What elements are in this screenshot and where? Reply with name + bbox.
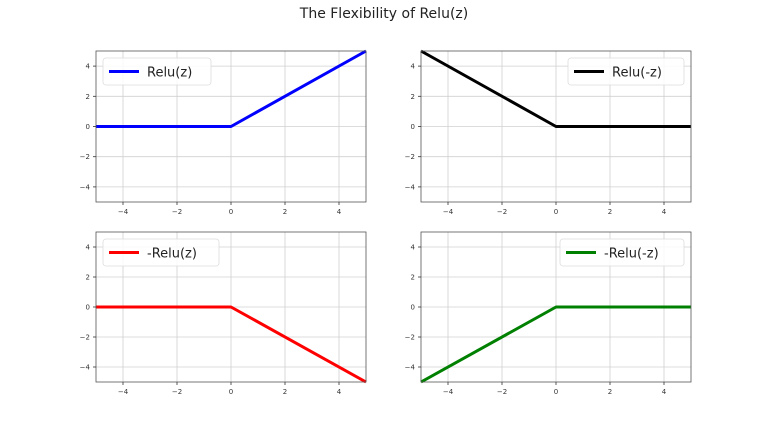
svg-text:−2: −2 — [497, 388, 507, 396]
svg-text:−2: −2 — [405, 153, 415, 161]
svg-text:−2: −2 — [80, 334, 90, 342]
subplot-neg-relu-neg-z: −4 −2 0 2 4 −4 −2 0 2 4 -Relu(-z) — [405, 231, 692, 396]
svg-text:2: 2 — [283, 388, 287, 396]
svg-text:−4: −4 — [405, 183, 416, 191]
y-tick-labels: −4 −2 0 2 4 — [80, 244, 96, 372]
svg-text:4: 4 — [86, 244, 91, 252]
svg-text:4: 4 — [411, 244, 416, 252]
svg-text:−4: −4 — [118, 208, 129, 216]
svg-text:−2: −2 — [405, 334, 415, 342]
svg-text:−2: −2 — [172, 208, 182, 216]
subplot-neg-relu-z: −4 −2 0 2 4 −4 −2 0 2 4 -Relu(z) — [80, 231, 367, 396]
data-line — [420, 49, 691, 128]
svg-text:0: 0 — [229, 208, 233, 216]
svg-text:2: 2 — [86, 274, 90, 282]
x-tick-labels: −4 −2 0 2 4 — [118, 202, 342, 216]
data-line — [96, 49, 367, 128]
svg-text:2: 2 — [608, 388, 612, 396]
data-line — [420, 305, 691, 384]
legend: -Relu(-z) — [559, 238, 685, 267]
svg-text:2: 2 — [86, 93, 90, 101]
x-tick-labels: −4 −2 0 2 4 — [443, 382, 667, 396]
y-tick-labels: −4 −2 0 2 4 — [405, 244, 421, 372]
svg-text:−4: −4 — [118, 388, 129, 396]
svg-text:−4: −4 — [405, 364, 416, 372]
legend: Relu(-z) — [567, 57, 685, 86]
svg-text:0: 0 — [411, 123, 415, 131]
svg-text:0: 0 — [86, 304, 90, 312]
svg-text:4: 4 — [337, 388, 342, 396]
svg-text:0: 0 — [554, 388, 558, 396]
svg-text:−4: −4 — [80, 183, 91, 191]
svg-text:2: 2 — [411, 274, 415, 282]
legend-label: Relu(-z) — [612, 66, 662, 81]
svg-text:−4: −4 — [443, 208, 454, 216]
svg-text:2: 2 — [608, 208, 612, 216]
svg-text:−2: −2 — [80, 153, 90, 161]
svg-text:4: 4 — [662, 208, 667, 216]
y-tick-labels: −4 −2 0 2 4 — [80, 63, 96, 191]
svg-text:4: 4 — [411, 63, 416, 71]
legend: Relu(z) — [102, 57, 212, 86]
subplot-relu-z: −4 −2 0 2 4 −4 −2 0 2 4 Relu(z) — [80, 49, 367, 216]
x-tick-labels: −4 −2 0 2 4 — [443, 202, 667, 216]
legend: -Relu(z) — [102, 238, 220, 267]
svg-text:−4: −4 — [443, 388, 454, 396]
subplot-relu-neg-z: −4 −2 0 2 4 −4 −2 0 2 4 Relu(-z) — [405, 49, 692, 216]
svg-text:−2: −2 — [172, 388, 182, 396]
y-tick-labels: −4 −2 0 2 4 — [405, 63, 421, 191]
svg-text:2: 2 — [283, 208, 287, 216]
svg-text:0: 0 — [229, 388, 233, 396]
svg-text:−2: −2 — [497, 208, 507, 216]
x-tick-labels: −4 −2 0 2 4 — [118, 382, 342, 396]
figure-title: The Flexibility of Relu(z) — [299, 6, 469, 22]
svg-text:4: 4 — [337, 208, 342, 216]
svg-text:4: 4 — [86, 63, 91, 71]
svg-text:0: 0 — [86, 123, 90, 131]
legend-label: -Relu(-z) — [604, 247, 659, 262]
svg-text:−4: −4 — [80, 364, 91, 372]
svg-text:0: 0 — [411, 304, 415, 312]
svg-text:4: 4 — [662, 388, 667, 396]
legend-label: -Relu(z) — [147, 247, 197, 262]
legend-label: Relu(z) — [147, 66, 192, 81]
svg-text:0: 0 — [554, 208, 558, 216]
data-line — [96, 305, 367, 384]
svg-text:2: 2 — [411, 93, 415, 101]
